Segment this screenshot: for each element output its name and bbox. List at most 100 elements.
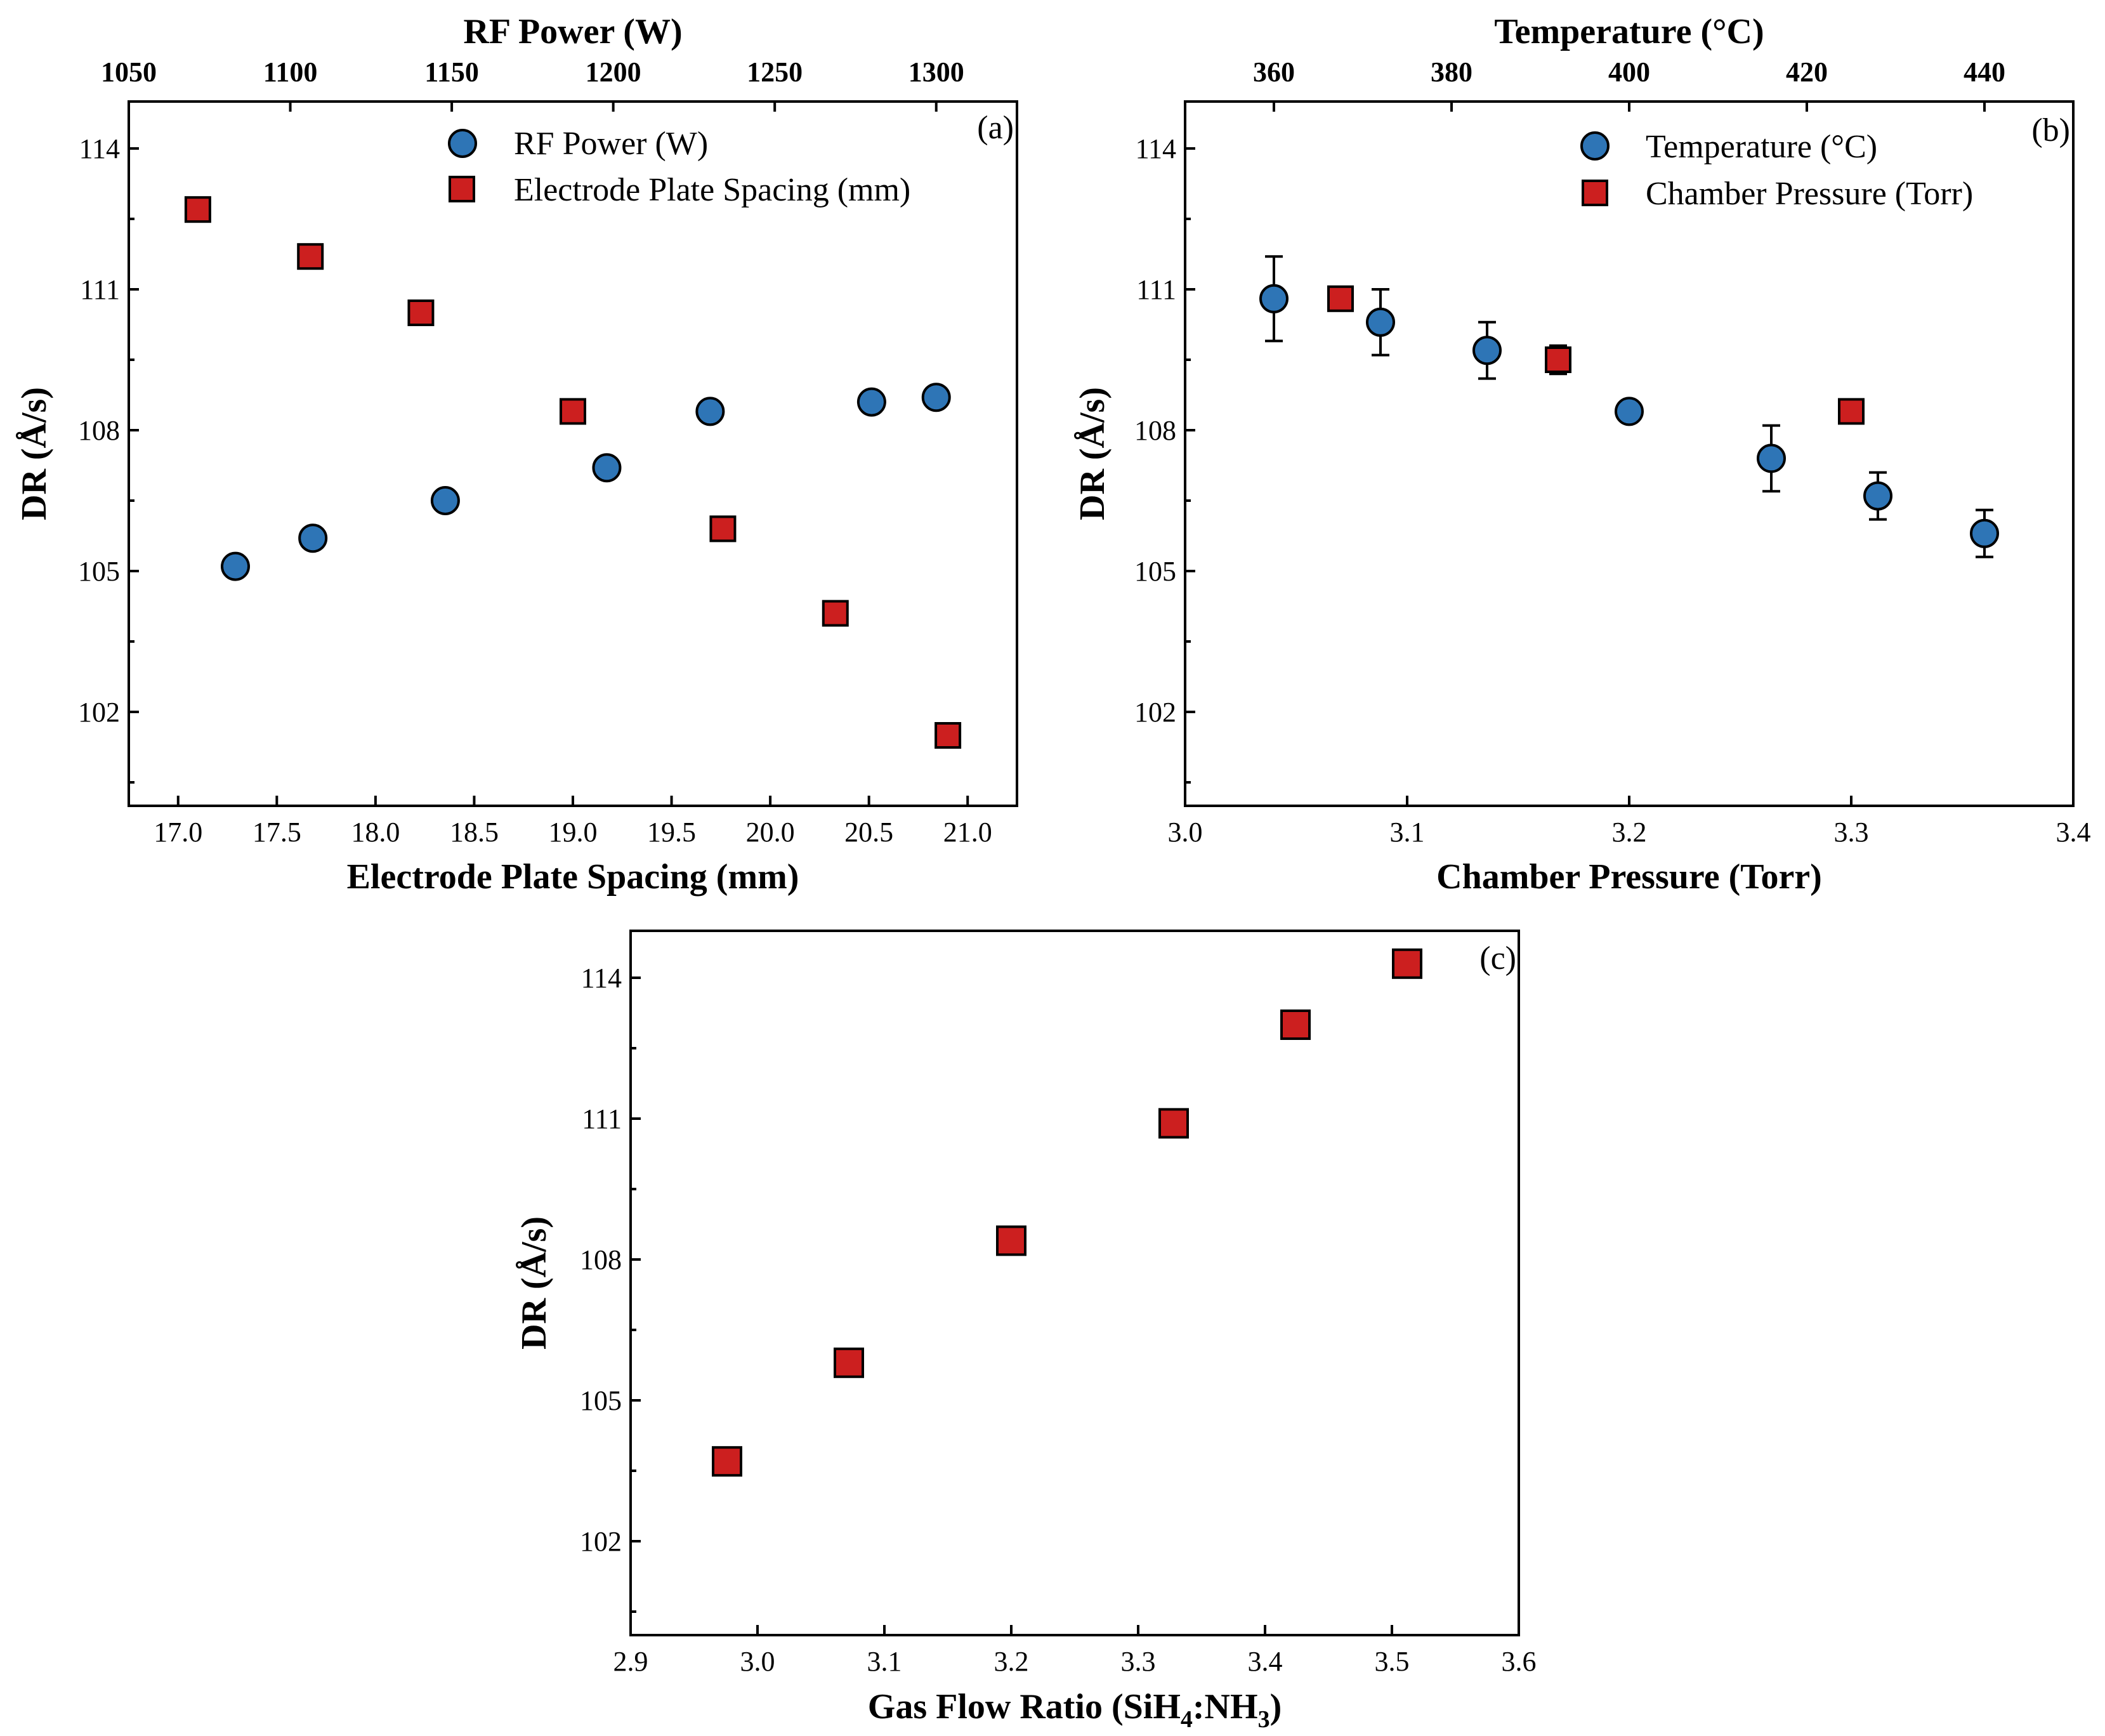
y-tick-label: 102 — [78, 697, 120, 728]
x-tick-label: 19.0 — [549, 817, 598, 848]
y-tick-label: 102 — [1134, 697, 1176, 728]
panel-a-x-ticks: 17.0 17.5 18.0 18.5 19.0 19.5 20.0 20.5 21.0 — [154, 796, 992, 848]
data-point-square — [709, 515, 737, 542]
data-point-square — [1327, 285, 1354, 312]
panel-b-y-ticks: 102 105 108 111 114 — [1134, 133, 1195, 784]
data-point-square — [1838, 398, 1865, 425]
y-tick-label: 114 — [79, 133, 120, 164]
panel-a-legend: RF Power (W) Electrode Plate Spacing (mm… — [448, 126, 910, 208]
x-tick-label: 19.5 — [647, 817, 696, 848]
y-tick-label: 105 — [78, 556, 120, 587]
x-tick-label: 3.3 — [1121, 1646, 1156, 1677]
data-point-square — [407, 299, 435, 326]
panel-b-points — [1259, 255, 1999, 558]
top-tick-label: 1100 — [263, 56, 318, 88]
panel-c-tag: (c) — [1479, 940, 1516, 977]
data-point-square — [1392, 948, 1422, 979]
x-tick-label: 3.5 — [1375, 1646, 1410, 1677]
data-point-square — [184, 196, 211, 223]
top-tick-label: 400 — [1608, 56, 1650, 88]
top-tick-label: 360 — [1253, 56, 1295, 88]
panel-a-top-axis-title: RF Power (W) — [463, 12, 682, 51]
x-tick-label: 3.1 — [867, 1646, 902, 1677]
data-point-circle — [592, 453, 622, 483]
data-point-square — [297, 243, 324, 270]
panel-a-top-ticks: 1050 1100 1150 1200 1250 1300 — [101, 56, 964, 112]
x-tick-label: 3.3 — [1834, 817, 1869, 848]
data-point-square — [1545, 346, 1571, 373]
panel-c-x-title-sub3: 3 — [1258, 1706, 1270, 1733]
x-tick-label: 17.0 — [154, 817, 202, 848]
panel-c-x-title-colon: :NH — [1193, 1687, 1258, 1726]
x-tick-label: 3.4 — [1248, 1646, 1283, 1677]
y-tick-label: 105 — [580, 1385, 622, 1416]
data-point-circle — [1366, 307, 1395, 337]
panel-c-frame — [629, 930, 1520, 1636]
x-tick-label: 3.4 — [2056, 817, 2091, 848]
x-tick-label: 18.0 — [351, 817, 400, 848]
data-point-square — [996, 1225, 1026, 1256]
data-point-circle — [921, 383, 951, 412]
y-tick-label: 111 — [1136, 274, 1176, 305]
x-tick-label: 3.1 — [1390, 817, 1425, 848]
data-point-circle — [1970, 518, 1999, 548]
y-tick-label: 105 — [1134, 556, 1176, 587]
panel-b-tag: (b) — [2031, 112, 2070, 148]
data-point-square — [1280, 1009, 1311, 1040]
y-tick-label: 114 — [1136, 133, 1176, 164]
panel-a-legend-circle-marker — [448, 129, 477, 158]
panel-b-legend: Temperature (°C) Chamber Pressure (Torr) — [1580, 129, 1973, 212]
data-point-circle — [298, 523, 328, 553]
top-tick-label: 1250 — [747, 56, 803, 88]
data-point-circle — [856, 387, 886, 417]
data-point-circle — [1472, 336, 1502, 365]
panel-a: 102 105 108 111 114 17.0 17.5 18.0 18.5 19.0 19.5… — [15, 12, 1018, 897]
panel-c-x-title-prefix: Gas Flow Ratio (SiH — [868, 1687, 1181, 1726]
data-point-square — [712, 1446, 742, 1477]
panel-c: 102 105 108 111 114 2.9 3.0 3.1 3.2 3.3 3.4 3.5 3.6… — [515, 930, 1537, 1733]
x-tick-label: 3.2 — [994, 1646, 1029, 1677]
data-point-circle — [1615, 397, 1644, 426]
y-tick-label: 108 — [1134, 415, 1176, 446]
panel-c-x-title-close: ) — [1270, 1687, 1282, 1726]
panel-a-legend-square-marker — [449, 176, 475, 202]
panel-b-legend-circle-marker — [1580, 131, 1610, 161]
x-tick-label: 3.0 — [740, 1646, 775, 1677]
panel-b-legend-square-marker — [1582, 180, 1608, 206]
panel-c-x-title-sub4: 4 — [1181, 1706, 1193, 1733]
panel-a-x-axis-title: Electrode Plate Spacing (mm) — [347, 857, 799, 897]
panel-b-x-axis-title: Chamber Pressure (Torr) — [1436, 857, 1822, 897]
data-point-circle — [430, 486, 460, 515]
y-tick-label: 108 — [580, 1244, 622, 1275]
data-point-circle — [1863, 481, 1892, 511]
top-tick-label: 420 — [1786, 56, 1828, 88]
x-tick-label: 3.6 — [1502, 1646, 1537, 1677]
data-point-circle — [1259, 284, 1289, 313]
panel-a-y-ticks: 102 105 108 111 114 — [78, 133, 139, 784]
panel-b: 102 105 108 111 114 3.0 3.1 3.2 3.3 3.4 360 380 40… — [1073, 12, 2091, 897]
top-tick-label: 380 — [1431, 56, 1472, 88]
top-tick-label: 1150 — [424, 56, 479, 88]
data-point-square — [560, 398, 586, 425]
top-tick-label: 1050 — [101, 56, 157, 88]
panel-a-legend-circle-label: RF Power (W) — [514, 126, 708, 162]
panel-c-x-axis-title: Gas Flow Ratio (SiH4:NH3) — [868, 1687, 1282, 1733]
x-tick-label: 2.9 — [613, 1646, 648, 1677]
panel-b-legend-square-label: Chamber Pressure (Torr) — [1646, 176, 1973, 212]
data-point-square — [934, 722, 962, 749]
y-tick-label: 111 — [582, 1103, 622, 1134]
data-point-square — [834, 1347, 864, 1378]
panel-a-points — [184, 196, 962, 749]
panel-c-y-axis-title: DR (Å/s) — [515, 1216, 554, 1350]
data-point-circle — [221, 551, 250, 581]
panel-c-x-ticks: 2.9 3.0 3.1 3.2 3.3 3.4 3.5 3.6 — [613, 1625, 1537, 1677]
panel-b-x-ticks: 3.0 3.1 3.2 3.3 3.4 — [1168, 796, 2091, 848]
data-point-circle — [695, 397, 725, 426]
data-point-square — [1158, 1108, 1189, 1139]
top-tick-label: 1200 — [586, 56, 641, 88]
top-tick-label: 1300 — [908, 56, 964, 88]
y-tick-label: 102 — [580, 1526, 622, 1557]
panel-c-y-ticks: 102 105 108 111 114 — [580, 963, 641, 1613]
x-tick-label: 17.5 — [252, 817, 301, 848]
